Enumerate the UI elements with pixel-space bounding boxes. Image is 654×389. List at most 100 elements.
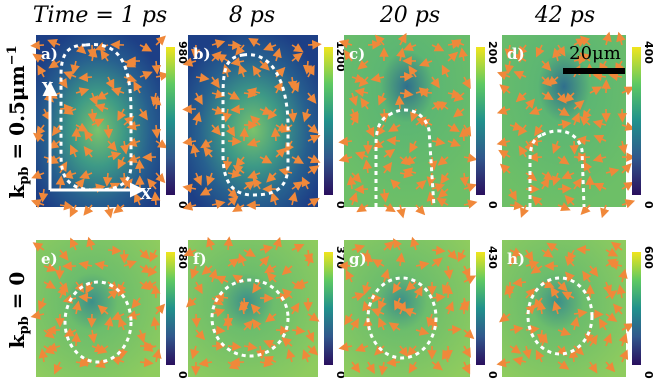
field-arrow — [307, 123, 319, 134]
field-arrow — [431, 136, 446, 147]
field-arrow — [291, 154, 304, 164]
field-arrow — [536, 300, 547, 315]
field-arrow — [589, 86, 603, 96]
column-title: 8 ps — [229, 3, 275, 28]
field-arrow — [32, 242, 45, 252]
field-arrow — [443, 284, 454, 299]
panel-label: g) — [349, 250, 367, 268]
column-title: Time = 1 ps — [33, 3, 167, 28]
field-arrow — [616, 284, 626, 299]
field-arrow — [358, 76, 369, 88]
field-arrow — [195, 329, 206, 341]
field-arrow — [546, 242, 559, 252]
field-arrow — [105, 76, 115, 90]
field-arrow — [557, 107, 570, 117]
field-arrow — [38, 188, 49, 203]
field-arrow — [263, 42, 277, 51]
field-arrow — [564, 255, 575, 267]
field-arrow — [291, 52, 303, 63]
field-arrow — [354, 151, 369, 161]
field-arrow — [100, 49, 110, 62]
field-arrow — [41, 108, 51, 122]
field-arrow — [150, 284, 161, 299]
field-arrow — [302, 349, 312, 363]
field-arrow — [46, 342, 61, 352]
field-arrow — [441, 64, 451, 78]
field-arrow — [463, 199, 478, 209]
field-arrow — [127, 154, 141, 164]
field-arrow — [151, 60, 162, 75]
field-arrow — [528, 152, 543, 163]
field-arrow — [541, 76, 552, 87]
field-arrow — [441, 349, 451, 363]
field-arrow — [405, 281, 417, 291]
field-arrow — [267, 108, 278, 120]
field-arrow — [582, 108, 592, 121]
field-arrow — [508, 254, 518, 267]
field-arrow — [345, 269, 355, 283]
field-arrow — [399, 71, 414, 82]
field-arrow — [48, 155, 61, 165]
field-arrow — [619, 349, 629, 363]
field-arrow — [393, 238, 403, 251]
field-arrow — [63, 327, 77, 337]
field-arrow — [540, 177, 550, 190]
field-arrow — [415, 326, 430, 336]
boundary — [526, 276, 594, 356]
field-arrow — [552, 47, 562, 62]
field-arrow — [404, 155, 417, 165]
field-arrow — [451, 39, 465, 49]
field-arrow — [436, 197, 449, 207]
field-arrow — [57, 285, 67, 299]
field-arrow — [119, 172, 130, 187]
field-arrow — [579, 35, 591, 46]
field-arrow — [243, 319, 254, 331]
field-arrow — [621, 199, 636, 209]
field-arrow — [399, 88, 414, 99]
column-titles: Time = 1 ps 8 ps 20 ps 42 ps — [33, 3, 595, 28]
field-arrow — [447, 324, 462, 335]
field-arrow — [48, 139, 61, 150]
field-arrow — [227, 90, 241, 100]
text: = 0.5μm — [5, 65, 29, 166]
field-arrow — [355, 343, 369, 353]
field-arrow — [243, 341, 258, 352]
field-arrow — [305, 64, 315, 78]
field-arrow — [246, 137, 261, 147]
field-arrow — [579, 52, 591, 63]
field-arrow — [410, 236, 420, 251]
field-arrow — [383, 148, 396, 159]
field-arrow — [447, 123, 460, 133]
field-arrow — [419, 57, 433, 67]
field-arrow — [195, 72, 210, 83]
colorbar — [632, 47, 641, 195]
field-arrow — [431, 183, 446, 193]
colorbar — [476, 47, 485, 195]
field-arrow — [43, 262, 57, 272]
field-arrow — [552, 300, 562, 315]
field-arrow — [117, 108, 127, 122]
field-arrow — [182, 183, 197, 193]
field-arrow — [372, 139, 385, 149]
field-arrow — [614, 60, 624, 73]
field-arrow — [605, 361, 616, 373]
field-arrow — [525, 171, 538, 182]
field-arrow — [568, 348, 579, 363]
field-arrow — [104, 204, 114, 219]
field-arrow — [344, 313, 354, 326]
field-arrow — [383, 240, 395, 251]
field-arrow — [72, 300, 82, 315]
field-arrow — [214, 292, 229, 303]
field-arrow — [605, 290, 618, 300]
field-arrow — [507, 188, 517, 201]
field-arrow — [110, 87, 125, 97]
field-arrow — [360, 97, 370, 110]
field-arrow — [208, 268, 218, 283]
field-arrow — [198, 357, 213, 368]
field-arrow — [113, 203, 125, 214]
field-arrow — [552, 172, 562, 186]
field-arrow — [89, 92, 99, 106]
field-arrow — [397, 301, 407, 315]
field-arrow — [246, 87, 261, 97]
field-arrow — [138, 108, 148, 121]
